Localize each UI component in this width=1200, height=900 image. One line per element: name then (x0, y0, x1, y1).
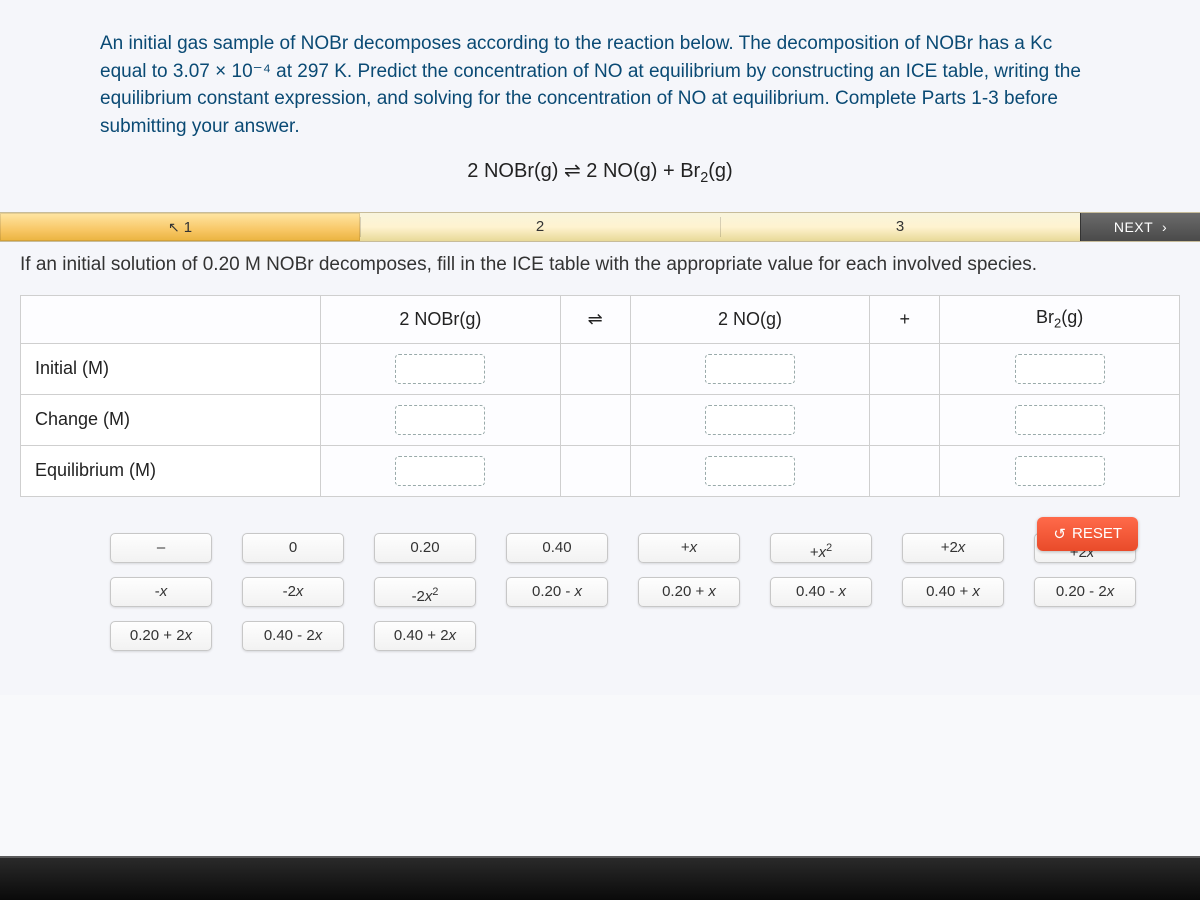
ice-col-br2: Br2(g) (940, 295, 1180, 343)
progress-step-2-label: 2 (536, 218, 544, 235)
ice-blank (560, 394, 630, 445)
tile-plus-2x[interactable]: +2x (902, 533, 1004, 563)
progress-wrap: ↖1 2 3 NEXT › (0, 212, 1200, 242)
slot-eq-nobr[interactable] (395, 456, 485, 486)
progress-step-3[interactable]: 3 (720, 213, 1080, 241)
ice-blank (870, 445, 940, 496)
tile-row-1: – 0 0.20 0.40 +x +x2 +2x +2x2 (20, 533, 1180, 563)
tile-020-minus-x[interactable]: 0.20 - x (506, 577, 608, 607)
tile-plus-x[interactable]: +x (638, 533, 740, 563)
tile-040-plus-2x[interactable]: 0.40 + 2x (374, 621, 476, 651)
ice-row-change: Change (M) (21, 394, 321, 445)
ice-col-no: 2 NO(g) (630, 295, 870, 343)
tiles-area: ↺ RESET – 0 0.20 0.40 +x +x2 +2x +2x2 -x… (0, 521, 1200, 695)
ice-row-initial: Initial (M) (21, 343, 321, 394)
ice-col-nobr: 2 NOBr(g) (321, 295, 561, 343)
ice-table: 2 NOBr(g) ⇌ 2 NO(g) + Br2(g) Initial (M)… (20, 295, 1180, 497)
slot-initial-nobr[interactable] (395, 354, 485, 384)
tile-label: 0.20 (410, 539, 439, 556)
tile-minus-2x2[interactable]: -2x2 (374, 577, 476, 607)
ice-col-plus: + (870, 295, 940, 343)
reaction-equation: 2 NOBr(g) ⇌ 2 NO(g) + Br2(g) (100, 158, 1100, 186)
tile-020-plus-2x[interactable]: 0.20 + 2x (110, 621, 212, 651)
slot-change-br2[interactable] (1015, 405, 1105, 435)
tile-0[interactable]: 0 (242, 533, 344, 563)
tile-label: – (157, 539, 165, 556)
slot-initial-br2[interactable] (1015, 354, 1105, 384)
ice-table-wrap: 2 NOBr(g) ⇌ 2 NO(g) + Br2(g) Initial (M)… (0, 295, 1200, 497)
sub-instruction: If an initial solution of 0.20 M NOBr de… (0, 252, 1200, 279)
ice-blank (870, 394, 940, 445)
reset-button[interactable]: ↺ RESET (1037, 517, 1138, 551)
slot-initial-no[interactable] (705, 354, 795, 384)
tile-040-minus-x[interactable]: 0.40 - x (770, 577, 872, 607)
progress-step-1-label: 1 (184, 219, 192, 236)
ice-blank (870, 343, 940, 394)
slot-eq-no[interactable] (705, 456, 795, 486)
next-button[interactable]: NEXT › (1080, 213, 1200, 241)
progress-step-2[interactable]: 2 (360, 213, 720, 241)
tile-minus-x[interactable]: -x (110, 577, 212, 607)
ice-row-equilibrium: Equilibrium (M) (21, 445, 321, 496)
bottom-taskbar (0, 856, 1200, 900)
tile-plus-x2[interactable]: +x2 (770, 533, 872, 563)
tile-040-minus-2x[interactable]: 0.40 - 2x (242, 621, 344, 651)
tile-label: 0.40 (542, 539, 571, 556)
ice-col-eq-icon: ⇌ (560, 295, 630, 343)
progress-bar: ↖1 2 3 NEXT › (0, 212, 1200, 242)
reset-button-label: RESET (1072, 525, 1122, 542)
question-frame: An initial gas sample of NOBr decomposes… (0, 0, 1200, 695)
cursor-icon: ↖ (168, 219, 180, 235)
tile-dash[interactable]: – (110, 533, 212, 563)
ice-blank (560, 343, 630, 394)
tile-020-plus-x[interactable]: 0.20 + x (638, 577, 740, 607)
progress-step-1[interactable]: ↖1 (0, 213, 360, 241)
question-text: An initial gas sample of NOBr decomposes… (100, 30, 1100, 140)
progress-step-3-label: 3 (896, 218, 904, 235)
tile-row-3: 0.20 + 2x 0.40 - 2x 0.40 + 2x (20, 621, 1180, 651)
tile-minus-2x[interactable]: -2x (242, 577, 344, 607)
undo-icon: ↺ (1053, 525, 1066, 543)
ice-corner-cell (21, 295, 321, 343)
tile-040-plus-x[interactable]: 0.40 + x (902, 577, 1004, 607)
ice-blank (560, 445, 630, 496)
tile-0-20[interactable]: 0.20 (374, 533, 476, 563)
slot-eq-br2[interactable] (1015, 456, 1105, 486)
tile-020-minus-2x[interactable]: 0.20 - 2x (1034, 577, 1136, 607)
tile-0-40[interactable]: 0.40 (506, 533, 608, 563)
next-button-label: NEXT (1114, 219, 1153, 235)
tile-label: 0 (289, 539, 297, 556)
slot-change-nobr[interactable] (395, 405, 485, 435)
slot-change-no[interactable] (705, 405, 795, 435)
tile-row-2: -x -2x -2x2 0.20 - x 0.20 + x 0.40 - x 0… (20, 577, 1180, 607)
